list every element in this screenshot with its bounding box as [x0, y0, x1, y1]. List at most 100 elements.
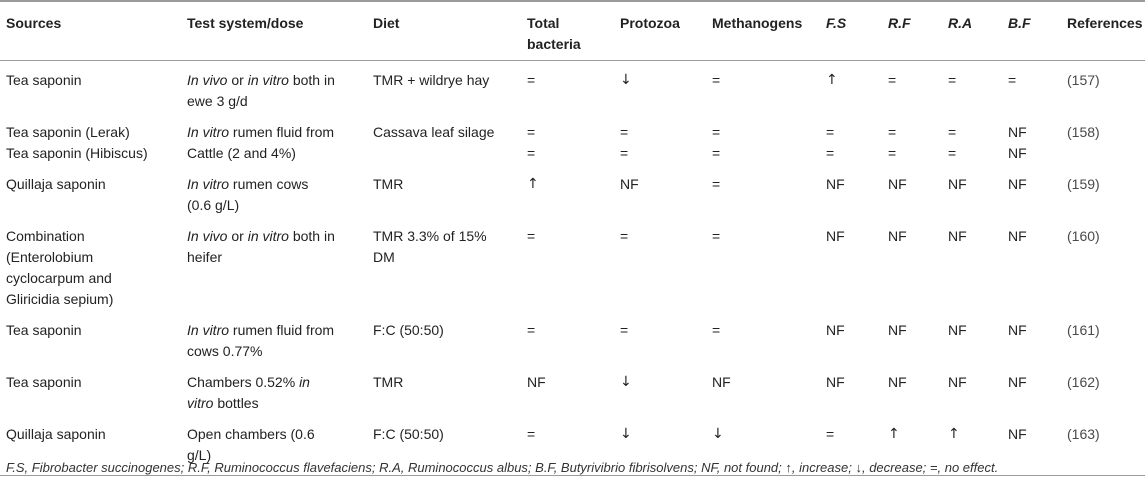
total-bacteria-value: = [527, 124, 536, 140]
fs-cell: NF [820, 221, 882, 315]
reference-cell: (158) [1067, 124, 1100, 140]
diet-value: TMR [373, 176, 404, 192]
source-cell: Combination (Enterolobium cyclocarpum and G… [0, 221, 181, 315]
diet-cell: TMR 3.3% of 15% DM [367, 221, 521, 315]
ra-cell: = = [942, 117, 1002, 169]
bf-value: NF [1008, 426, 1027, 442]
test-system-text: In vitro [187, 322, 230, 338]
total-bacteria-value: = [527, 322, 536, 338]
source-value: cyclocarpum and [6, 270, 112, 286]
methanogens-value: = [712, 322, 721, 338]
table-row: Tea saponin (Lerak) Tea saponin (Hibiscus… [0, 117, 1145, 169]
bf-value: NF [1008, 374, 1027, 390]
fs-value: NF [826, 228, 845, 244]
methanogens-cell: = [706, 61, 820, 118]
test-system-text: both in [288, 72, 335, 88]
diet-value: F:C (50:50) [373, 426, 444, 442]
test-system-text: ewe 3 g/d [187, 93, 248, 109]
source-value: Combination [6, 228, 85, 244]
diet-value: F:C (50:50) [373, 322, 444, 338]
bf-value: NF [1008, 176, 1027, 192]
test-system-cell: Chambers 0.52% in vitro bottles [181, 367, 367, 419]
test-system-text: in vitro [247, 72, 289, 88]
bf-value: = [1008, 72, 1017, 88]
header-diet: Diet [367, 0, 521, 61]
fs-value: NF [826, 176, 845, 192]
ra-value: NF [948, 176, 967, 192]
ra-cell: NF [942, 169, 1002, 221]
fs-value: NF [826, 322, 845, 338]
fs-cell: = [820, 419, 882, 476]
source-cell: Tea saponin (Lerak) Tea saponin (Hibiscus… [0, 117, 181, 169]
total-bacteria-cell: NF [521, 367, 614, 419]
test-system-cell: In vivo or in vitro both in heifer [181, 221, 367, 315]
header-ra: R.A [942, 0, 1002, 61]
test-system-line: ewe 3 g/d [187, 91, 361, 112]
test-system-text: cows 0.77% [187, 343, 263, 359]
ra-cell: NF [942, 221, 1002, 315]
table-row: Tea saponin In vivo or in vitro both in ew… [0, 61, 1145, 118]
test-system-text: bottles [213, 395, 259, 411]
table-row: Tea saponin In vitro rumen fluid from cows… [0, 315, 1145, 367]
total-bacteria-cell: ↑ [521, 169, 614, 221]
bf-value: NF [1008, 145, 1027, 161]
rf-cell: = [882, 61, 942, 118]
bf-cell: NF [1002, 419, 1061, 476]
methanogens-value: = [712, 228, 721, 244]
test-system-line: Chambers 0.52% in [187, 372, 361, 393]
test-system-text: or [227, 72, 248, 88]
protozoa-cell: ↓ [614, 367, 706, 419]
fs-cell: NF [820, 169, 882, 221]
test-system-text: g/L) [187, 447, 212, 463]
total-bacteria-value: NF [527, 374, 546, 390]
bf-value: NF [1008, 322, 1027, 338]
diet-value: Cassava leaf silage [373, 124, 495, 140]
test-system-line: heifer [187, 247, 361, 268]
rf-cell: NF [882, 169, 942, 221]
test-system-text: both in [288, 228, 335, 244]
bf-cell: NF [1002, 221, 1061, 315]
source-cell: Quillaja saponin [0, 419, 181, 476]
header-sources: Sources [0, 0, 181, 61]
source-cell: Tea saponin [0, 367, 181, 419]
test-system-line: In vitro rumen cows [187, 174, 361, 195]
protozoa-value: = [620, 228, 629, 244]
ra-value: = [948, 145, 957, 161]
test-system-line: cows 0.77% [187, 341, 361, 362]
test-system-text: rumen fluid from [229, 124, 335, 140]
test-system-text: In vivo [187, 72, 228, 88]
test-system-line: Open chambers (0.6 [187, 424, 361, 445]
reference-cell: (160) [1067, 228, 1100, 244]
bf-cell: = [1002, 61, 1061, 118]
reference-cell: (162) [1067, 374, 1100, 390]
diet-cell: TMR + wildrye hay [367, 61, 521, 118]
rf-value: = [888, 124, 897, 140]
source-value: Tea saponin [6, 322, 82, 338]
source-value: Tea saponin [6, 72, 82, 88]
methanogens-value: = [712, 72, 721, 88]
test-system-cell: In vitro rumen fluid from cows 0.77% [181, 315, 367, 367]
table-row: Quillaja saponin In vitro rumen cows (0.6 … [0, 169, 1145, 221]
fs-cell: ↑ [820, 61, 882, 118]
reference-cell: (159) [1067, 176, 1100, 192]
bf-value: NF [1008, 228, 1027, 244]
methanogens-value: = [712, 176, 721, 192]
test-system-text: In vitro [187, 124, 230, 140]
ra-value: = [948, 124, 957, 140]
protozoa-cell: NF [614, 169, 706, 221]
fs-value: NF [826, 374, 845, 390]
header-fs: F.S [820, 0, 882, 61]
total-bacteria-cell: = [521, 419, 614, 476]
bf-cell: NF NF [1002, 117, 1061, 169]
protozoa-cell: = = [614, 117, 706, 169]
test-system-cell: Open chambers (0.6 g/L) [181, 419, 367, 476]
table-row: Combination (Enterolobium cyclocarpum and G… [0, 221, 1145, 315]
test-system-line: In vitro rumen fluid from [187, 320, 361, 341]
total-bacteria-value: = [527, 145, 536, 161]
protozoa-cell: ↓ [614, 61, 706, 118]
test-system-line: In vitro rumen fluid from [187, 122, 361, 143]
total-bacteria-cell: = [521, 315, 614, 367]
test-system-text: In vitro [187, 176, 230, 192]
diet-cell: F:C (50:50) [367, 315, 521, 367]
test-system-text: vitro [187, 395, 214, 411]
